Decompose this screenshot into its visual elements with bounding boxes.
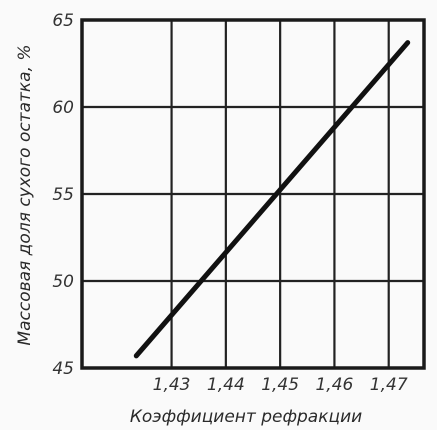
y-tick-label: 50 (52, 272, 74, 292)
x-tick-label: 1,45 (261, 375, 299, 395)
plot-frame (80, 18, 426, 370)
x-tick-labels: 1,43 1,44 1,45 1,46 1,47 (153, 375, 408, 395)
y-axis-label: Массовая доля сухого остатка, % (15, 44, 35, 345)
x-tick-label: 1,44 (207, 375, 245, 395)
x-tick-label: 1,47 (370, 375, 408, 395)
y-tick-label: 65 (52, 11, 74, 31)
x-tick-label: 1,43 (153, 375, 191, 395)
series-line-0 (133, 40, 411, 359)
x-tick-label: 1,46 (315, 375, 353, 395)
y-tick-labels: 45 50 55 60 65 (52, 11, 74, 379)
y-tick-label: 55 (52, 185, 74, 205)
series-layer (133, 40, 411, 359)
x-axis-label: Коэффициент рефракции (130, 407, 362, 427)
grid (82, 20, 424, 368)
y-tick-label: 60 (52, 98, 74, 118)
y-tick-label: 45 (52, 359, 74, 379)
